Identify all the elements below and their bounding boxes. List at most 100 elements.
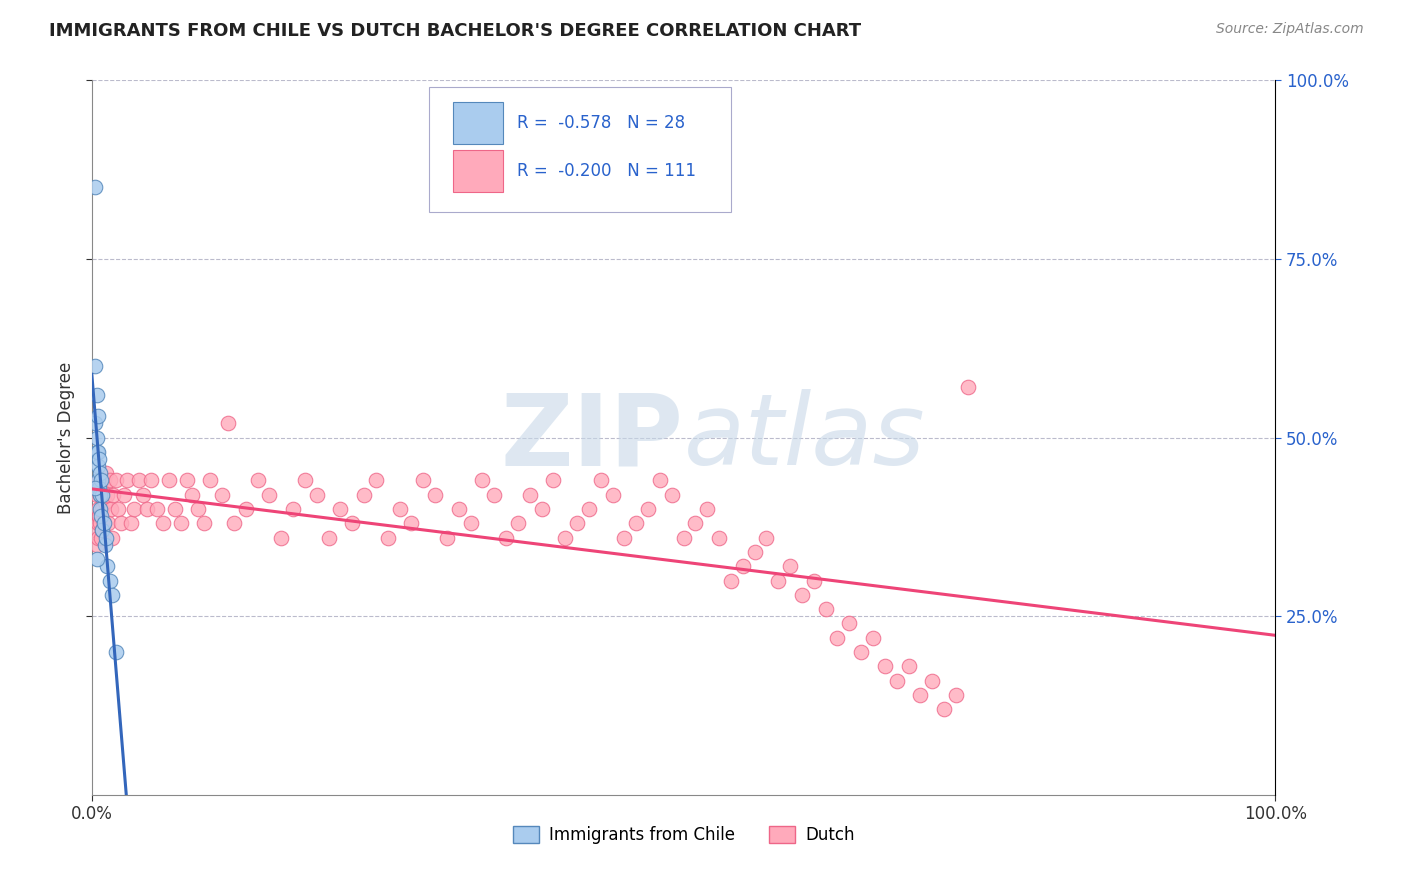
Dutch (945, 688, 967, 702)
Dutch (305, 488, 328, 502)
Immigrants from Chile (89, 467, 111, 481)
Dutch (471, 474, 494, 488)
Immigrants from Chile (104, 645, 127, 659)
Dutch (187, 502, 209, 516)
Legend: Immigrants from Chile, Dutch: Immigrants from Chile, Dutch (506, 820, 862, 851)
Dutch (495, 531, 517, 545)
Dutch (110, 516, 132, 531)
FancyBboxPatch shape (429, 87, 731, 212)
Dutch (217, 416, 239, 430)
Dutch (388, 502, 411, 516)
Dutch (685, 516, 707, 531)
Dutch (107, 502, 129, 516)
Dutch (124, 502, 146, 516)
Dutch (720, 574, 742, 588)
Dutch (97, 516, 120, 531)
Text: atlas: atlas (683, 389, 925, 486)
Immigrants from Chile (96, 559, 118, 574)
Dutch (910, 688, 932, 702)
Dutch (423, 488, 446, 502)
Dutch (447, 502, 470, 516)
Dutch (696, 502, 718, 516)
Dutch (96, 488, 118, 502)
Dutch (342, 516, 364, 531)
Dutch (87, 531, 110, 545)
Dutch (98, 474, 121, 488)
Dutch (353, 488, 375, 502)
Dutch (211, 488, 233, 502)
Dutch (401, 516, 423, 531)
Dutch (100, 502, 122, 516)
Dutch (176, 474, 198, 488)
Dutch (87, 502, 110, 516)
Dutch (101, 488, 124, 502)
Immigrants from Chile (91, 488, 114, 502)
Dutch (86, 488, 108, 502)
Dutch (790, 588, 813, 602)
Immigrants from Chile (89, 488, 111, 502)
Dutch (814, 602, 837, 616)
Immigrants from Chile (94, 538, 117, 552)
Text: R =  -0.200   N = 111: R = -0.200 N = 111 (517, 162, 696, 180)
Dutch (460, 516, 482, 531)
Dutch (222, 516, 245, 531)
Dutch (731, 559, 754, 574)
Dutch (755, 531, 778, 545)
Dutch (626, 516, 648, 531)
Dutch (91, 524, 114, 538)
Immigrants from Chile (98, 574, 121, 588)
Dutch (849, 645, 872, 659)
Dutch (886, 673, 908, 688)
Immigrants from Chile (87, 445, 110, 459)
Dutch (89, 516, 111, 531)
Text: R =  -0.578   N = 28: R = -0.578 N = 28 (517, 114, 685, 132)
Dutch (637, 502, 659, 516)
Dutch (120, 516, 142, 531)
Dutch (87, 509, 110, 524)
Dutch (602, 488, 624, 502)
Dutch (93, 516, 115, 531)
Dutch (152, 516, 174, 531)
Dutch (744, 545, 766, 559)
Dutch (672, 531, 695, 545)
Text: IMMIGRANTS FROM CHILE VS DUTCH BACHELOR'S DEGREE CORRELATION CHART: IMMIGRANTS FROM CHILE VS DUTCH BACHELOR'… (49, 22, 862, 40)
Dutch (87, 474, 110, 488)
Immigrants from Chile (86, 552, 108, 566)
Dutch (838, 616, 860, 631)
Dutch (294, 474, 316, 488)
Immigrants from Chile (86, 445, 108, 459)
Dutch (181, 488, 204, 502)
Dutch (246, 474, 269, 488)
Text: ZIP: ZIP (501, 389, 683, 486)
Dutch (157, 474, 180, 488)
Dutch (136, 502, 159, 516)
Dutch (101, 531, 124, 545)
Dutch (484, 488, 506, 502)
Dutch (91, 502, 114, 516)
Immigrants from Chile (89, 502, 111, 516)
Immigrants from Chile (87, 409, 110, 423)
Dutch (94, 467, 117, 481)
Immigrants from Chile (90, 474, 112, 488)
Dutch (163, 502, 186, 516)
Dutch (128, 474, 150, 488)
Dutch (873, 659, 896, 673)
Dutch (94, 495, 117, 509)
Immigrants from Chile (94, 531, 117, 545)
Text: Source: ZipAtlas.com: Source: ZipAtlas.com (1216, 22, 1364, 37)
Immigrants from Chile (84, 180, 107, 194)
Dutch (259, 488, 281, 502)
Dutch (329, 502, 352, 516)
Immigrants from Chile (86, 387, 108, 401)
Immigrants from Chile (86, 430, 108, 444)
Immigrants from Chile (87, 481, 110, 495)
Bar (453, 103, 502, 145)
Dutch (412, 474, 434, 488)
Immigrants from Chile (87, 474, 110, 488)
Bar (453, 150, 502, 193)
Dutch (613, 531, 636, 545)
Dutch (146, 502, 169, 516)
Dutch (436, 531, 458, 545)
Immigrants from Chile (101, 588, 124, 602)
Dutch (578, 502, 600, 516)
